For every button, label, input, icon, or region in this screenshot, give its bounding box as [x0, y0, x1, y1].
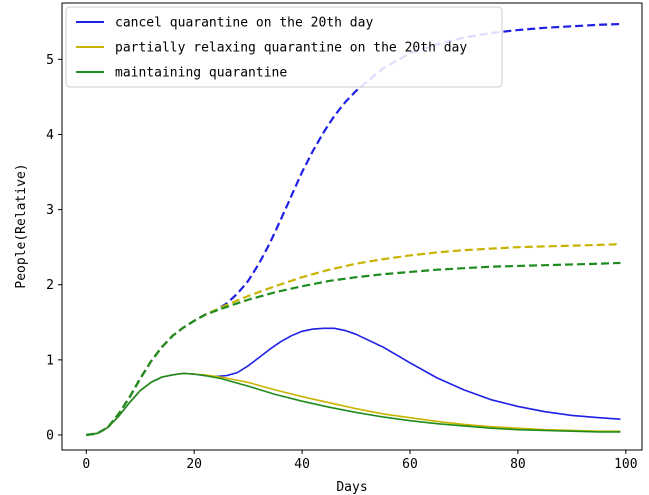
x-tick-label: 80 [510, 457, 526, 472]
x-tick-label: 20 [186, 457, 202, 472]
x-tick-label: 100 [614, 457, 637, 472]
legend: cancel quarantine on the 20th day partial… [65, 6, 503, 88]
series-line-5 [86, 261, 621, 437]
y-tick-label: 4 [46, 128, 54, 143]
plot-frame [61, 2, 643, 451]
legend-label: partially relaxing quarantine on the 20t… [115, 41, 467, 56]
x-axis-label: Days [336, 480, 367, 495]
series-line-4 [86, 243, 621, 437]
legend-label: maintaining quarantine [115, 66, 287, 81]
legend-label: cancel quarantine on the 20th day [115, 16, 373, 31]
y-tick-label: 1 [46, 353, 54, 368]
y-tick-label: 3 [46, 203, 54, 218]
legend-box [65, 6, 503, 88]
series-line-2 [86, 372, 621, 436]
x-axis: 0 20 40 60 80 100 [82, 450, 638, 472]
x-tick-label: 60 [402, 457, 418, 472]
x-tick-label: 40 [294, 457, 310, 472]
y-tick-label: 0 [46, 428, 54, 443]
y-tick-label: 5 [46, 53, 54, 68]
y-tick-label: 2 [46, 278, 54, 293]
y-axis: 0 1 2 3 4 5 [46, 53, 62, 443]
x-tick-label: 0 [82, 457, 90, 472]
y-axis-label: People(Relative) [14, 163, 29, 288]
